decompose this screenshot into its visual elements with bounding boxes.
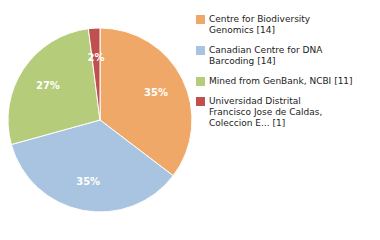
data-labels: 35% 35% 27% 2% <box>36 52 168 187</box>
legend-item: Universidad DistritalFrancisco Jose de C… <box>196 96 322 128</box>
slice <box>8 29 100 145</box>
legend-label: Centre for BiodiversityGenomics [14] <box>209 14 311 35</box>
legend-item: Canadian Centre for DNABarcoding [14] <box>196 45 323 66</box>
data-label: 35% <box>76 176 100 187</box>
legend: Centre for BiodiversityGenomics [14] Cana… <box>196 14 353 128</box>
chart: 35% 35% 27% 2% Centre for BiodiversityGenomi… <box>0 0 380 240</box>
pie <box>8 28 192 212</box>
legend-label: Universidad DistritalFrancisco Jose de C… <box>209 96 322 128</box>
legend-label: Mined from GenBank, NCBI [11] <box>209 76 353 86</box>
data-label: 35% <box>144 87 168 98</box>
legend-swatch <box>196 46 205 55</box>
legend-swatch <box>196 15 205 24</box>
legend-label: Canadian Centre for DNABarcoding [14] <box>209 45 323 66</box>
slice <box>88 28 100 120</box>
data-label: 2% <box>88 52 105 63</box>
legend-item: Centre for BiodiversityGenomics [14] <box>196 14 311 35</box>
legend-item: Mined from GenBank, NCBI [11] <box>196 76 353 86</box>
legend-swatch <box>196 77 205 86</box>
legend-swatch <box>196 97 205 106</box>
data-label: 27% <box>36 80 60 91</box>
